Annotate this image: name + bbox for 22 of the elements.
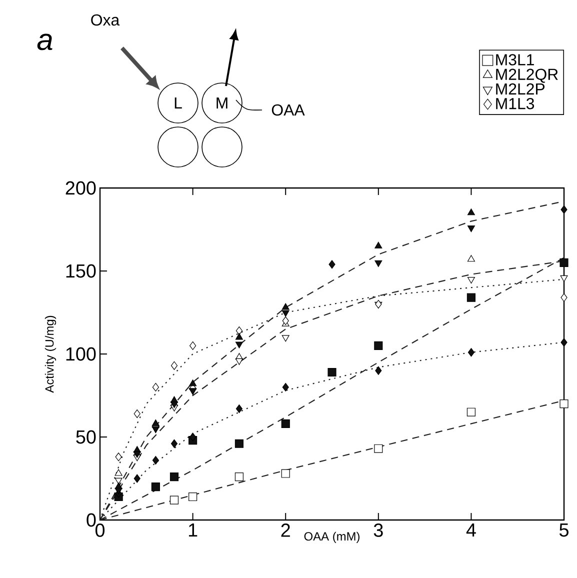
y-tick-label: 200 xyxy=(66,181,96,195)
text: a xyxy=(37,34,52,50)
text: OAA xyxy=(272,104,305,116)
y-tick-label: 100 xyxy=(66,347,96,361)
y-tick-label: 0 xyxy=(86,513,96,527)
y-tick-label: 150 xyxy=(66,264,96,278)
x-tick-label: 3 xyxy=(374,524,383,537)
legend-label: M2L2P xyxy=(496,83,545,94)
x-tick-label: 0 xyxy=(95,524,105,537)
legend-label: M2L2QR xyxy=(496,68,558,83)
text: Oxa xyxy=(91,14,120,26)
x-tick-label: 4 xyxy=(466,524,476,537)
x-axis-title: OAA (mM) xyxy=(304,532,360,543)
y-axis-title: Activity (U/mg) xyxy=(44,316,56,393)
text: L xyxy=(174,98,182,108)
legend-label: M1L3 xyxy=(496,98,534,110)
x-tick-label: 1 xyxy=(188,524,198,537)
y-tick-label: 50 xyxy=(76,430,96,444)
x-tick-label: 2 xyxy=(281,524,290,537)
x-tick-label: 5 xyxy=(560,524,568,537)
legend-label: M3L1 xyxy=(496,54,534,66)
text: M xyxy=(216,98,228,108)
